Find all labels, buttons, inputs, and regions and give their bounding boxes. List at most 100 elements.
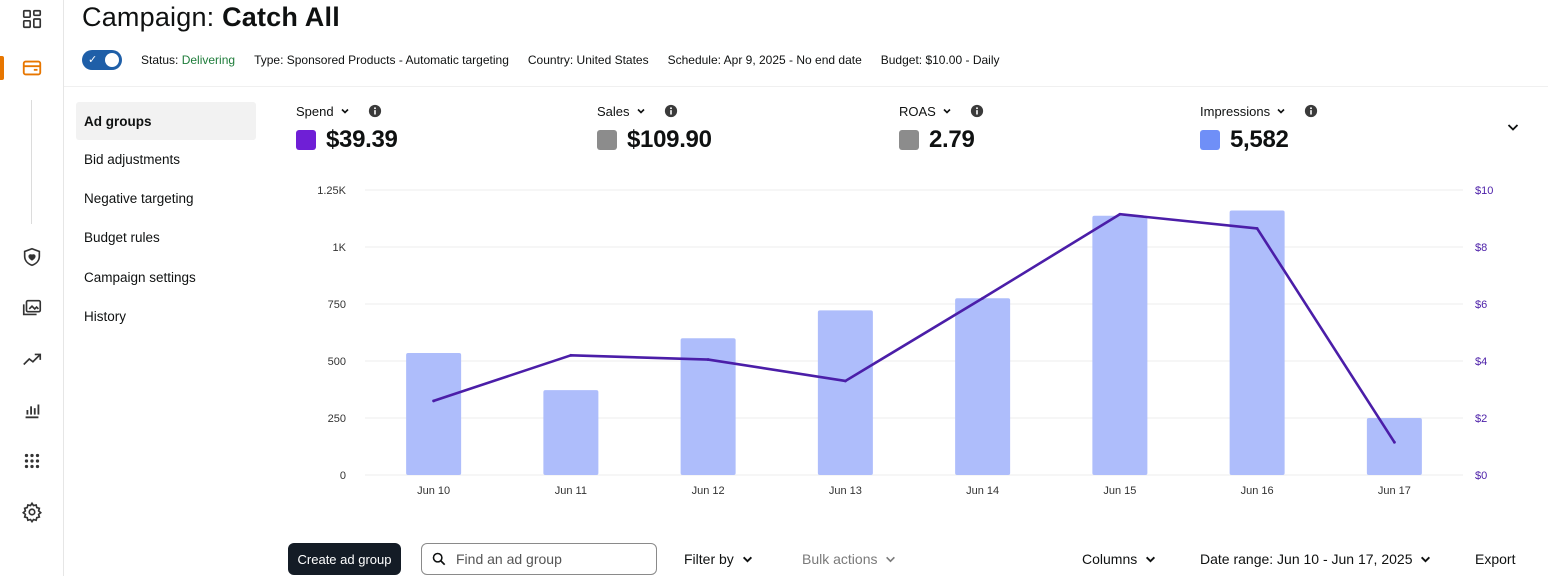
campaign-name: Catch All bbox=[222, 2, 340, 32]
subnav-item-negative-targeting[interactable]: Negative targeting bbox=[84, 191, 194, 207]
header-divider bbox=[64, 86, 1548, 87]
chevron-down-icon bbox=[886, 556, 896, 562]
campaign-subnav: Ad groups Bid adjustments Negative targe… bbox=[76, 102, 256, 336]
campaigns-icon[interactable] bbox=[19, 55, 45, 81]
spend-line bbox=[432, 212, 1396, 444]
settings-gear-icon[interactable] bbox=[19, 499, 45, 525]
metric-label: ROAS bbox=[899, 103, 936, 119]
columns-dropdown[interactable]: Columns bbox=[1082, 543, 1156, 575]
y-left-tick-label: 250 bbox=[328, 413, 346, 425]
x-tick-label: Jun 16 bbox=[1241, 485, 1274, 497]
y-left-tick-label: 1.25K bbox=[317, 185, 346, 197]
bar bbox=[406, 353, 462, 475]
metric-value: 5,582 bbox=[1230, 126, 1289, 153]
rail-active-indicator bbox=[0, 56, 4, 80]
spend-point bbox=[1255, 227, 1259, 230]
date-range-label: Date range: Jun 10 - Jun 17, 2025 bbox=[1200, 551, 1413, 567]
bar bbox=[1366, 418, 1422, 475]
bar bbox=[817, 310, 873, 475]
rail-divider bbox=[31, 100, 32, 224]
bulk-actions-dropdown[interactable]: Bulk actions bbox=[802, 543, 896, 575]
metric-selector[interactable]: Spend bbox=[296, 102, 398, 120]
x-tick-label: Jun 17 bbox=[1378, 485, 1411, 497]
filter-by-dropdown[interactable]: Filter by bbox=[684, 543, 753, 575]
chevron-down-icon bbox=[1277, 108, 1285, 114]
bar-chart-icon[interactable] bbox=[19, 397, 45, 423]
subnav-item-budget-rules[interactable]: Budget rules bbox=[84, 230, 160, 246]
status-value: Delivering bbox=[181, 53, 236, 67]
collapse-chart-chevron-icon[interactable] bbox=[1504, 118, 1522, 136]
y-right-tick-label: $4 bbox=[1475, 356, 1487, 368]
metric-selector[interactable]: Sales bbox=[597, 102, 712, 120]
metric-swatch[interactable] bbox=[899, 130, 919, 150]
chevron-down-icon bbox=[1421, 556, 1431, 562]
metric-label: Sales bbox=[597, 103, 630, 119]
brand-shield-icon[interactable] bbox=[19, 244, 45, 270]
media-gallery-icon[interactable] bbox=[19, 295, 45, 321]
x-tick-label: Jun 14 bbox=[966, 485, 999, 497]
search-input[interactable] bbox=[456, 551, 646, 567]
subnav-item-campaign-settings[interactable]: Campaign settings bbox=[84, 269, 196, 285]
ad-group-toolbar: Create ad group Filter by Bulk actions C… bbox=[0, 543, 1548, 576]
performance-chart: 0 250 500 750 1K 1.25K $0 $2 $4 $6 $8 $10 Jun 10 Jun … bbox=[317, 185, 1493, 497]
chevron-down-icon bbox=[742, 556, 752, 562]
bar bbox=[955, 298, 1011, 475]
status-label: Status: bbox=[141, 53, 179, 67]
type-text: Type: Sponsored Products - Automatic tar… bbox=[254, 53, 509, 67]
y-right-tick-label: $6 bbox=[1475, 299, 1487, 311]
columns-label: Columns bbox=[1082, 551, 1138, 567]
bar bbox=[543, 390, 599, 475]
y-right-tick-label: $10 bbox=[1475, 185, 1493, 197]
spend-point bbox=[706, 358, 710, 361]
date-range-dropdown[interactable]: Date range: Jun 10 - Jun 17, 2025 bbox=[1200, 543, 1431, 575]
metric-impressions: Impressions 5,582 bbox=[1200, 102, 1318, 154]
bar bbox=[1092, 215, 1148, 475]
trending-up-icon[interactable] bbox=[19, 346, 45, 372]
subnav-item-bid-adjustments[interactable]: Bid adjustments bbox=[84, 152, 181, 168]
metric-sales: Sales $109.90 bbox=[597, 102, 712, 154]
spend-point bbox=[569, 353, 573, 357]
info-icon[interactable] bbox=[970, 104, 984, 118]
campaign-toggle[interactable]: ✓ bbox=[82, 50, 122, 70]
schedule-text: Schedule: Apr 9, 2025 - No end date bbox=[667, 53, 862, 67]
metric-swatch[interactable] bbox=[1200, 130, 1220, 150]
ad-group-search[interactable] bbox=[421, 543, 657, 575]
metric-value: 2.79 bbox=[929, 126, 975, 153]
subnav-item-ad-groups[interactable]: Ad groups bbox=[76, 102, 256, 140]
metric-label: Spend bbox=[296, 103, 334, 119]
metric-swatch[interactable] bbox=[296, 130, 316, 150]
y-right-tick-label: $0 bbox=[1475, 470, 1487, 482]
title-prefix: Campaign: bbox=[82, 2, 215, 32]
chevron-down-icon bbox=[636, 108, 645, 114]
y-right-tick-label: $8 bbox=[1475, 242, 1487, 254]
budget-text: Budget: $10.00 - Daily bbox=[880, 53, 1000, 67]
left-nav-rail bbox=[0, 0, 64, 576]
subnav-item-history[interactable]: History bbox=[84, 308, 127, 324]
metric-selector[interactable]: Impressions bbox=[1200, 102, 1318, 120]
export-button[interactable]: Export bbox=[1475, 551, 1516, 567]
spend-point bbox=[1118, 212, 1122, 216]
create-ad-group-button[interactable]: Create ad group bbox=[288, 543, 401, 575]
metric-swatch[interactable] bbox=[597, 130, 617, 150]
metric-spend: Spend $39.39 bbox=[296, 102, 398, 154]
page-title: Campaign: Catch All bbox=[82, 2, 340, 33]
apps-grid-icon[interactable] bbox=[19, 448, 45, 474]
info-icon[interactable] bbox=[1304, 104, 1318, 118]
spend-point bbox=[432, 399, 436, 403]
metric-selector[interactable]: ROAS bbox=[899, 102, 984, 120]
status-text: Status: Delivering bbox=[141, 53, 235, 67]
country-text: Country: United States bbox=[527, 53, 649, 67]
y-left-tick-label: 500 bbox=[328, 356, 346, 368]
check-icon: ✓ bbox=[88, 54, 98, 66]
metric-label: Impressions bbox=[1200, 103, 1271, 119]
x-tick-label: Jun 12 bbox=[692, 485, 725, 497]
info-icon[interactable] bbox=[368, 104, 382, 118]
dashboard-icon[interactable] bbox=[19, 6, 45, 32]
info-icon[interactable] bbox=[664, 104, 678, 118]
metric-roas: ROAS 2.79 bbox=[899, 102, 984, 154]
spend-point bbox=[843, 379, 847, 383]
y-left-tick-label: 1K bbox=[333, 242, 347, 254]
campaign-meta-bar: ✓ Status: Delivering Type: Sponsored Pro… bbox=[82, 50, 1019, 70]
spend-point bbox=[981, 296, 985, 300]
bulk-actions-label: Bulk actions bbox=[802, 551, 878, 567]
